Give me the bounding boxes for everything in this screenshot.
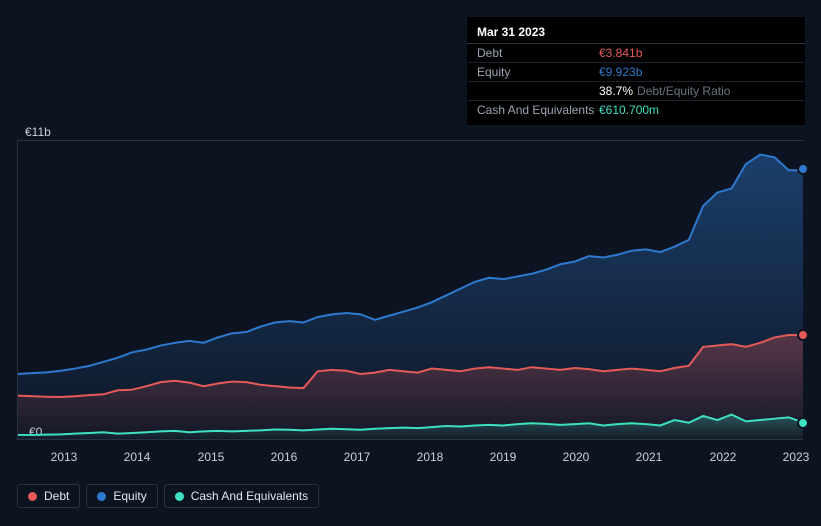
- x-axis-label: 2020: [563, 450, 590, 464]
- series-end-marker-equity: [797, 163, 809, 175]
- tooltip-date: Mar 31 2023: [467, 23, 805, 44]
- tooltip-label: Debt: [477, 46, 599, 60]
- legend-swatch: [28, 492, 37, 501]
- chart-legend: Debt Equity Cash And Equivalents: [17, 484, 319, 508]
- legend-swatch: [97, 492, 106, 501]
- tooltip-value: €610.700m: [599, 103, 659, 117]
- tooltip-row: Cash And Equivalents€610.700m: [467, 101, 805, 119]
- x-axis-label: 2013: [51, 450, 78, 464]
- tooltip-value: €3.841b: [599, 46, 642, 60]
- area-chart[interactable]: [17, 140, 803, 440]
- tooltip-row: 38.7% Debt/Equity Ratio: [467, 82, 805, 101]
- x-axis-label: 2022: [710, 450, 737, 464]
- legend-label: Cash And Equivalents: [191, 489, 308, 503]
- legend-swatch: [175, 492, 184, 501]
- series-end-marker-cash: [797, 417, 809, 429]
- tooltip-value: 38.7%: [599, 84, 633, 98]
- tooltip-value: €9.923b: [599, 65, 642, 79]
- x-axis-label: 2023: [783, 450, 810, 464]
- x-axis-label: 2016: [271, 450, 298, 464]
- tooltip-row: Debt€3.841b: [467, 44, 805, 63]
- tooltip-extra: Debt/Equity Ratio: [637, 84, 730, 98]
- legend-item-debt[interactable]: Debt: [17, 484, 80, 508]
- legend-item-cash[interactable]: Cash And Equivalents: [164, 484, 319, 508]
- legend-label: Equity: [113, 489, 146, 503]
- tooltip-label: Equity: [477, 65, 599, 79]
- x-axis-label: 2017: [344, 450, 371, 464]
- tooltip-label: Cash And Equivalents: [477, 103, 599, 117]
- chart-tooltip: Mar 31 2023 Debt€3.841bEquity€9.923b38.7…: [467, 17, 805, 125]
- series-end-marker-debt: [797, 329, 809, 341]
- x-axis-label: 2018: [417, 450, 444, 464]
- tooltip-row: Equity€9.923b: [467, 63, 805, 82]
- x-axis-label: 2014: [124, 450, 151, 464]
- x-axis-label: 2019: [490, 450, 517, 464]
- x-axis-label: 2021: [636, 450, 663, 464]
- legend-item-equity[interactable]: Equity: [86, 484, 157, 508]
- y-axis-max-label: €11b: [25, 125, 51, 139]
- x-axis-label: 2015: [198, 450, 225, 464]
- legend-label: Debt: [44, 489, 69, 503]
